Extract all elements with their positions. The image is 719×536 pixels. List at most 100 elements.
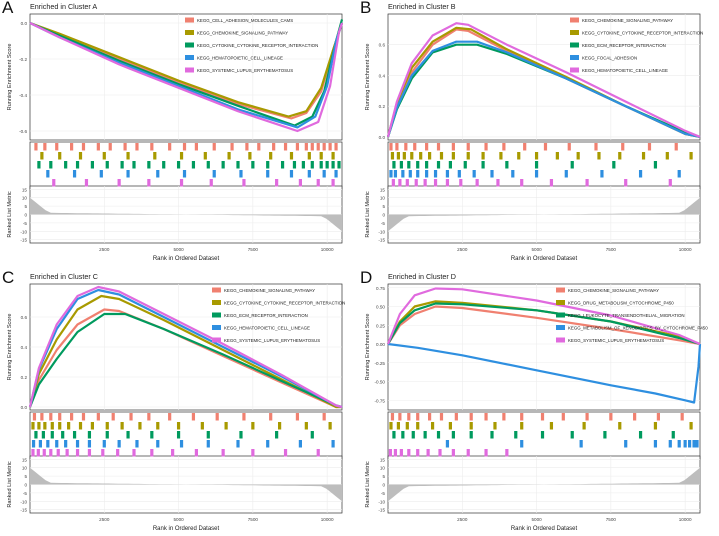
hit-tick xyxy=(393,170,398,178)
y-axis-label: Running Enrichment Score xyxy=(7,44,13,111)
hit-tick xyxy=(405,179,409,187)
legend-label: KEGG_FOCAL_ADHESION xyxy=(582,55,637,60)
hit-tick xyxy=(401,431,405,439)
hit-tick xyxy=(212,143,216,151)
hit-tick xyxy=(87,431,92,439)
hit-tick xyxy=(484,449,488,457)
hit-tick xyxy=(120,161,124,169)
gsea-panel-d: D 0.75 0.50 0.25 0.00 -0.25 -0.50 -0.75 15 10 5 0 -… xyxy=(358,268,708,534)
hit-tick xyxy=(511,170,515,178)
chart-title: Enriched in Cluster C xyxy=(30,272,98,281)
hit-tick xyxy=(570,431,574,439)
hit-tick xyxy=(472,170,476,178)
hit-tick xyxy=(331,161,335,169)
hit-tick xyxy=(96,413,100,421)
hit-tick xyxy=(117,179,121,187)
hit-tick xyxy=(445,170,450,178)
hit-tick xyxy=(156,422,160,430)
hit-tick xyxy=(43,143,47,151)
hit-tick xyxy=(416,170,420,178)
hit-tick xyxy=(275,179,279,187)
hit-tick xyxy=(242,413,246,421)
y-tick-label: 0.4 xyxy=(379,73,386,78)
hit-tick xyxy=(677,170,681,178)
hit-tick xyxy=(561,413,565,421)
hit-tick xyxy=(245,143,249,151)
x-axis-label: Rank in Ordered Dataset xyxy=(153,256,220,262)
hit-tick xyxy=(49,449,53,457)
hit-tick xyxy=(445,179,450,187)
hit-tick xyxy=(31,422,35,430)
legend-swatch xyxy=(185,30,194,35)
hit-tick xyxy=(278,422,282,430)
hit-tick xyxy=(200,422,204,430)
hit-tick xyxy=(179,152,184,160)
hit-tick xyxy=(416,413,420,421)
hit-tick xyxy=(647,143,652,151)
hit-tick xyxy=(674,143,678,151)
enrichment-line-1 xyxy=(387,305,701,346)
legend-label: KEGG_CELL_ADHESION_MOLECULES_CAMS xyxy=(197,18,293,23)
hit-tick xyxy=(40,413,44,421)
hit-tick xyxy=(484,143,488,151)
ranked-y-axis-label: Ranked List Metric xyxy=(365,461,371,508)
hit-tick xyxy=(171,449,175,457)
hit-tick xyxy=(46,170,50,178)
gsea-panel-b: B 0.0 0.2 0.4 0.6 15 10 5 0 -5 -10 -15 Enriched in … xyxy=(358,0,708,264)
y-tick-label: -0.50 xyxy=(375,380,386,385)
hit-tick xyxy=(49,413,53,421)
hit-tick xyxy=(683,440,687,448)
hit-tick xyxy=(236,161,240,169)
hit-tick xyxy=(221,449,225,457)
hit-tick xyxy=(481,161,485,169)
hit-tick xyxy=(292,161,297,169)
hit-tick xyxy=(401,170,405,178)
hit-tick xyxy=(391,179,395,187)
x-tick-label: 10000 xyxy=(679,517,692,522)
hit-tick xyxy=(298,179,302,187)
ranked-y-tick-label: -10 xyxy=(20,499,27,504)
hit-tick xyxy=(150,143,154,151)
ranked-y-axis-label: Ranked List Metric xyxy=(365,191,371,238)
hit-tick xyxy=(295,413,300,421)
legend-swatch xyxy=(556,300,565,305)
legend-label: KEGG_CHEMOKINE_SIGNALING_PATHWAY xyxy=(224,288,315,293)
hit-tick xyxy=(502,143,506,151)
hit-tick xyxy=(597,152,601,160)
hit-tick xyxy=(34,143,38,151)
ranked-y-tick-label: 15 xyxy=(380,457,386,462)
hit-tick xyxy=(451,431,455,439)
hit-tick xyxy=(407,161,411,169)
hit-tick xyxy=(451,449,455,457)
hit-tick xyxy=(31,440,36,448)
hit-tick xyxy=(111,413,115,421)
hit-tick xyxy=(43,422,47,430)
x-tick-label: 2500 xyxy=(457,517,468,522)
hit-tick xyxy=(688,440,692,448)
ranked-metric-area xyxy=(388,467,700,502)
hit-tick xyxy=(70,413,74,421)
hit-tick xyxy=(46,440,50,448)
hit-tick xyxy=(239,170,243,178)
hit-tick xyxy=(579,440,583,448)
legend-label: KEGG_HEMATOPOIETIC_CELL_LINEAGE xyxy=(197,55,283,60)
ranked-y-tick-label: 5 xyxy=(382,204,385,209)
hit-tick xyxy=(129,413,133,421)
hit-tick xyxy=(481,152,485,160)
hit-tick xyxy=(603,431,607,439)
legend-label: KEGG_CYTOKINE_CYTOKINE_RECEPTOR_INTERACT… xyxy=(224,300,345,305)
hit-tick xyxy=(105,431,109,439)
legend-swatch xyxy=(185,42,194,48)
legend-label: KEGG_ECM_RECEPTOR_INTERACTION xyxy=(582,43,666,48)
hit-tick xyxy=(221,161,225,169)
hit-tick xyxy=(439,413,444,421)
hit-tick xyxy=(75,449,80,457)
x-tick-label: 10000 xyxy=(321,517,334,522)
hit-tick xyxy=(58,413,62,421)
hit-tick xyxy=(55,440,59,448)
legend-label: KEGG_SYSTEMIC_LUPUS_ERYTHEMATOSUS xyxy=(224,338,320,343)
legend-label: KEGG_CHEMOKINE_SIGNALING_PATHWAY xyxy=(582,18,673,23)
hit-tick xyxy=(215,413,219,421)
gsea-chart-d: 0.75 0.50 0.25 0.00 -0.25 -0.50 -0.75 15 10 5 0 -5 -… xyxy=(365,272,708,532)
ranked-y-tick-label: 0 xyxy=(24,483,27,488)
